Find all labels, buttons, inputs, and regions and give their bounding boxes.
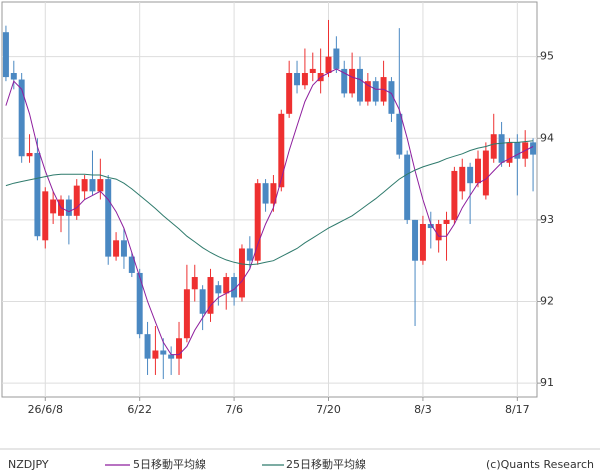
candle-body xyxy=(199,289,206,314)
x-tick-label: 7/6 xyxy=(225,403,243,416)
candle-body xyxy=(341,68,348,94)
candle-body xyxy=(81,179,88,192)
candle-body xyxy=(26,152,33,157)
candle-body xyxy=(301,73,308,86)
candle-body xyxy=(10,73,17,80)
y-tick-label: 92 xyxy=(540,295,554,308)
candle-body xyxy=(467,166,474,184)
legend-label: 25日移動平均線 xyxy=(286,457,366,471)
candle-body xyxy=(128,256,135,273)
x-tick-label: 8/3 xyxy=(414,403,432,416)
candle-body xyxy=(333,48,340,69)
candle-body xyxy=(50,199,57,214)
candle-body xyxy=(97,179,104,192)
candle-body xyxy=(152,350,159,359)
candle-body xyxy=(506,142,513,163)
candle-body xyxy=(388,81,395,114)
candle-body xyxy=(443,219,450,224)
candle-body xyxy=(65,199,72,216)
candle-body xyxy=(136,272,143,335)
candle-body xyxy=(262,183,269,204)
candle-body xyxy=(223,277,230,294)
candle-body xyxy=(120,240,127,257)
candle-body xyxy=(105,179,112,257)
candle-body xyxy=(89,179,96,192)
y-tick-label: 94 xyxy=(540,131,554,144)
candle-body xyxy=(160,350,167,355)
x-tick-label: 6/22 xyxy=(127,403,152,416)
candle-body xyxy=(435,223,442,241)
candle-body xyxy=(412,219,419,261)
candle-body xyxy=(451,170,458,220)
candle-body xyxy=(482,150,489,196)
candle-body xyxy=(419,223,426,261)
x-tick-label: 26/6/8 xyxy=(28,403,63,416)
candle-body xyxy=(254,183,261,261)
candle-body xyxy=(34,152,41,237)
candle-body xyxy=(530,142,537,155)
candle-body xyxy=(238,248,245,298)
y-tick-label: 91 xyxy=(540,376,554,389)
candle-body xyxy=(42,191,49,241)
candle-body xyxy=(475,158,481,184)
candle-body xyxy=(113,240,120,257)
candle-body xyxy=(2,32,9,78)
candle-body xyxy=(231,277,238,298)
candle-body xyxy=(309,68,316,74)
candle-body xyxy=(364,81,371,102)
candle-body xyxy=(356,68,363,102)
candle-body xyxy=(514,142,521,159)
legend-label: 5日移動平均線 xyxy=(133,457,206,471)
candle-body xyxy=(498,134,505,163)
candle-body xyxy=(73,185,80,216)
candle-body xyxy=(459,166,466,192)
source: (c)Quants Research xyxy=(486,458,594,471)
candle-body xyxy=(144,334,151,359)
x-tick-label: 7/20 xyxy=(316,403,341,416)
candle-body xyxy=(18,79,25,157)
candle-body xyxy=(168,354,175,359)
candle-body xyxy=(215,285,222,294)
y-tick-label: 93 xyxy=(540,213,554,226)
candle-body xyxy=(183,289,190,339)
symbol: NZDJPY xyxy=(8,458,49,471)
x-tick-label: 8/17 xyxy=(505,403,530,416)
candle-body xyxy=(372,81,379,102)
candle-body xyxy=(490,134,497,159)
candle-body xyxy=(349,68,356,94)
moving-average xyxy=(5,140,534,266)
candle-body xyxy=(176,338,183,359)
candle-body xyxy=(294,73,301,86)
moving-average xyxy=(5,68,534,356)
candle-body xyxy=(207,277,214,314)
candle-body xyxy=(246,248,253,261)
candle-body xyxy=(427,223,434,229)
candle-body xyxy=(286,73,293,114)
candle-body xyxy=(191,277,198,290)
candle-body xyxy=(270,183,277,204)
candle-body xyxy=(278,113,285,188)
candle-body xyxy=(396,113,403,155)
candle-body xyxy=(325,56,332,74)
plot-frame xyxy=(1,1,538,398)
y-tick-label: 95 xyxy=(540,50,554,63)
candle-body xyxy=(404,154,411,220)
